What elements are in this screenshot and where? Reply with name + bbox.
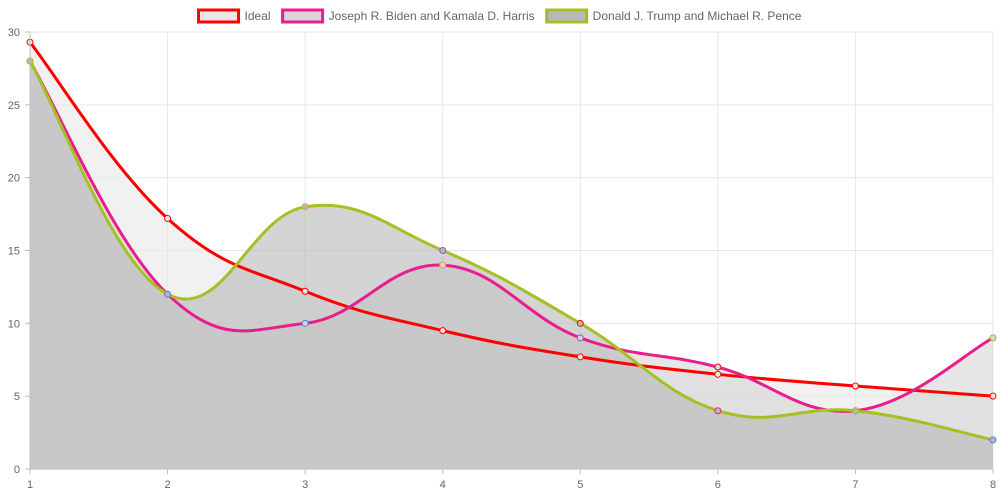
- series-points: [26, 38, 997, 444]
- legend-swatch: [281, 8, 325, 24]
- data-point[interactable]: [301, 319, 309, 327]
- y-tick-label: 15: [8, 246, 20, 258]
- y-tick-label: 5: [14, 391, 20, 403]
- data-point[interactable]: [851, 382, 859, 390]
- data-point[interactable]: [576, 319, 584, 327]
- y-tick-label: 25: [8, 100, 20, 112]
- y-tick-label: 10: [8, 318, 20, 330]
- data-point[interactable]: [714, 370, 722, 378]
- data-point[interactable]: [439, 247, 447, 254]
- x-tick-label: 7: [852, 479, 858, 491]
- series-area-2: [30, 61, 993, 470]
- data-point[interactable]: [714, 363, 722, 371]
- x-tick-label: 3: [302, 479, 308, 491]
- x-tick-label: 4: [440, 479, 446, 491]
- x-tick-label: 6: [715, 479, 721, 491]
- legend-item-2[interactable]: Donald J. Trump and Michael R. Pence: [545, 8, 802, 24]
- x-tick-label: 1: [27, 479, 33, 491]
- data-point[interactable]: [989, 392, 997, 400]
- legend-swatch: [197, 8, 241, 24]
- data-point[interactable]: [301, 287, 309, 295]
- data-point[interactable]: [576, 353, 584, 361]
- data-point[interactable]: [576, 334, 584, 342]
- legend-label: Donald J. Trump and Michael R. Pence: [593, 9, 802, 23]
- series-areas: [30, 42, 993, 470]
- y-tick-label: 30: [8, 27, 20, 39]
- data-point[interactable]: [989, 436, 997, 444]
- data-point[interactable]: [164, 290, 172, 298]
- legend-label: Ideal: [245, 9, 271, 23]
- legend-label: Joseph R. Biden and Kamala D. Harris: [329, 9, 535, 23]
- y-tick-label: 0: [14, 464, 20, 476]
- data-point[interactable]: [301, 203, 309, 211]
- x-tick-label: 5: [577, 479, 583, 491]
- legend-swatch: [545, 8, 589, 24]
- data-point[interactable]: [439, 261, 447, 269]
- y-tick-label: 20: [8, 173, 20, 185]
- data-point[interactable]: [439, 327, 447, 335]
- legend-item-1[interactable]: Joseph R. Biden and Kamala D. Harris: [281, 8, 535, 24]
- data-point[interactable]: [714, 407, 722, 415]
- x-tick-label: 2: [165, 479, 171, 491]
- data-point[interactable]: [164, 214, 172, 222]
- legend: Ideal Joseph R. Biden and Kamala D. Harri…: [197, 8, 802, 24]
- legend-item-0[interactable]: Ideal: [197, 8, 271, 24]
- x-tick-label: 8: [990, 479, 996, 491]
- data-point[interactable]: [989, 334, 997, 342]
- data-point[interactable]: [851, 407, 859, 415]
- axes: 0 5 10 15 20 25 30 1 2 3 4 5 6 7 8: [8, 27, 996, 491]
